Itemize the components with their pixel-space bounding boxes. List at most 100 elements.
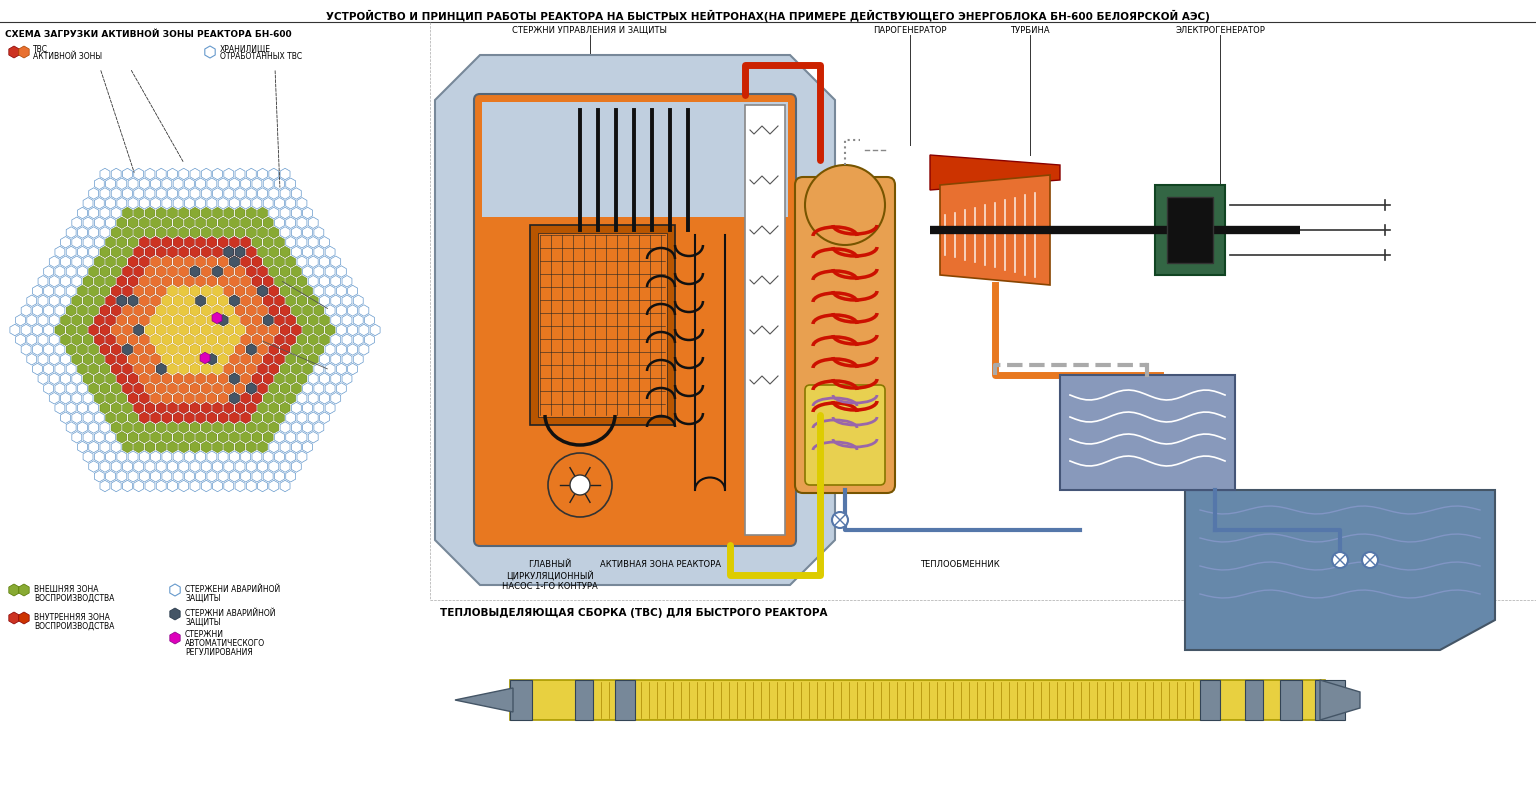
Polygon shape — [263, 256, 273, 268]
Polygon shape — [212, 481, 223, 492]
Bar — [510, 680, 531, 720]
Polygon shape — [296, 315, 307, 326]
Text: СТЕРЖЕНИ АВАРИЙНОЙ: СТЕРЖЕНИ АВАРИЙНОЙ — [184, 585, 280, 594]
Polygon shape — [134, 305, 144, 316]
Polygon shape — [359, 305, 369, 316]
FancyBboxPatch shape — [796, 177, 895, 493]
Polygon shape — [144, 402, 155, 413]
Polygon shape — [9, 324, 20, 336]
Polygon shape — [218, 471, 229, 482]
Polygon shape — [117, 431, 127, 443]
Polygon shape — [229, 315, 240, 326]
Polygon shape — [292, 305, 301, 316]
Polygon shape — [201, 266, 212, 277]
Polygon shape — [127, 256, 138, 268]
Polygon shape — [167, 402, 178, 413]
Polygon shape — [111, 207, 121, 218]
Text: ВНУТРЕННЯЯ ЗОНА: ВНУТРЕННЯЯ ЗОНА — [34, 613, 111, 622]
Polygon shape — [167, 286, 178, 297]
Polygon shape — [134, 168, 144, 180]
Polygon shape — [218, 373, 229, 384]
Bar — [530, 225, 674, 425]
Polygon shape — [184, 276, 195, 287]
Polygon shape — [303, 421, 312, 434]
Polygon shape — [32, 305, 43, 316]
Polygon shape — [100, 286, 111, 297]
Polygon shape — [184, 295, 195, 307]
Polygon shape — [263, 354, 273, 365]
Polygon shape — [303, 344, 312, 355]
Polygon shape — [77, 344, 88, 355]
Polygon shape — [184, 334, 195, 345]
Polygon shape — [134, 363, 144, 375]
Polygon shape — [157, 383, 166, 394]
Polygon shape — [66, 305, 77, 316]
Polygon shape — [252, 217, 261, 228]
Polygon shape — [167, 363, 178, 375]
Polygon shape — [343, 334, 352, 345]
Text: ХРАНИЛИЩЕ: ХРАНИЛИЩЕ — [220, 45, 270, 54]
Polygon shape — [26, 334, 37, 345]
Polygon shape — [280, 324, 290, 336]
Polygon shape — [347, 344, 358, 355]
Polygon shape — [229, 431, 240, 443]
Polygon shape — [60, 412, 71, 423]
Polygon shape — [178, 168, 189, 180]
Polygon shape — [258, 207, 267, 218]
Polygon shape — [455, 688, 513, 712]
Polygon shape — [134, 441, 144, 453]
Polygon shape — [32, 286, 43, 297]
Polygon shape — [77, 441, 88, 453]
Text: ТЕПЛОВЫДЕЛЯЮЩАЯ СБОРКА (ТВС) ДЛЯ БЫСТРОГО РЕАКТОРА: ТЕПЛОВЫДЕЛЯЮЩАЯ СБОРКА (ТВС) ДЛЯ БЫСТРОГ… — [439, 608, 828, 618]
Polygon shape — [224, 188, 233, 199]
Polygon shape — [313, 421, 324, 434]
Polygon shape — [174, 315, 183, 326]
Polygon shape — [77, 324, 88, 336]
Polygon shape — [280, 441, 290, 453]
Polygon shape — [319, 392, 329, 404]
Polygon shape — [123, 383, 132, 394]
Polygon shape — [134, 481, 144, 492]
Polygon shape — [319, 276, 329, 287]
Polygon shape — [100, 383, 111, 394]
Polygon shape — [336, 286, 346, 297]
Polygon shape — [201, 286, 212, 297]
Polygon shape — [286, 178, 295, 189]
Polygon shape — [275, 295, 284, 307]
Polygon shape — [55, 246, 65, 258]
Polygon shape — [167, 421, 178, 434]
Polygon shape — [218, 431, 229, 443]
Polygon shape — [123, 305, 132, 316]
Polygon shape — [303, 402, 312, 413]
Polygon shape — [134, 383, 144, 394]
Polygon shape — [204, 46, 215, 58]
Polygon shape — [167, 344, 178, 355]
Polygon shape — [184, 315, 195, 326]
Polygon shape — [100, 363, 111, 375]
Polygon shape — [212, 324, 223, 336]
FancyBboxPatch shape — [805, 385, 885, 485]
Polygon shape — [111, 168, 121, 180]
Polygon shape — [157, 266, 166, 277]
Polygon shape — [280, 305, 290, 316]
Polygon shape — [280, 383, 290, 394]
Polygon shape — [343, 295, 352, 307]
Polygon shape — [207, 412, 217, 423]
Polygon shape — [292, 266, 301, 277]
Polygon shape — [157, 168, 166, 180]
Polygon shape — [174, 178, 183, 189]
Polygon shape — [303, 286, 312, 297]
Polygon shape — [66, 363, 77, 375]
Polygon shape — [313, 246, 324, 258]
Bar — [482, 102, 788, 217]
Polygon shape — [178, 481, 189, 492]
Polygon shape — [123, 266, 132, 277]
Polygon shape — [258, 286, 267, 297]
Polygon shape — [235, 461, 244, 472]
Polygon shape — [224, 207, 233, 218]
Polygon shape — [212, 266, 223, 277]
Polygon shape — [229, 295, 240, 307]
Polygon shape — [319, 373, 329, 384]
Polygon shape — [174, 236, 183, 248]
Polygon shape — [246, 421, 257, 434]
